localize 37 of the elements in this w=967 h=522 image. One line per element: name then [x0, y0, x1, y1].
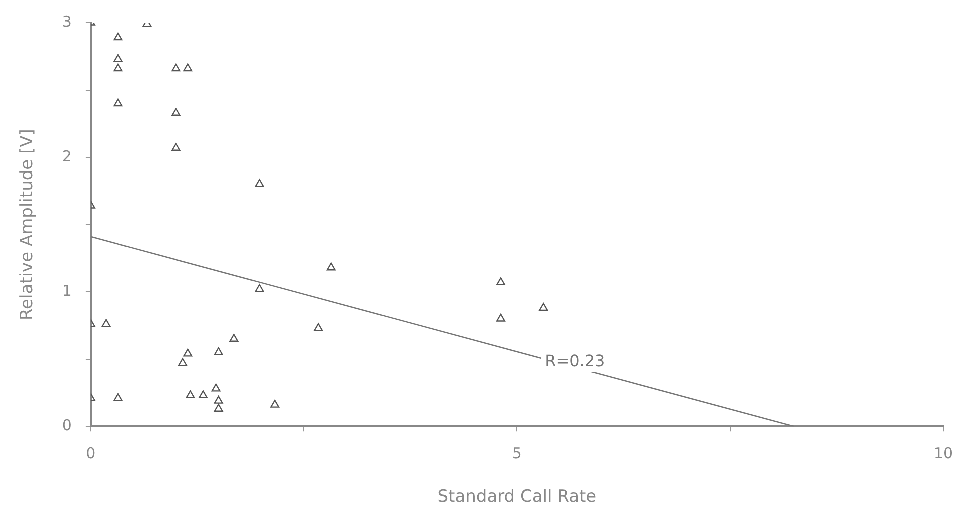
x-tick-label: 0 [86, 444, 96, 462]
x-tick-label: 10 [934, 444, 954, 462]
y-tick-label: 1 [62, 282, 72, 300]
point [178, 358, 188, 366]
point [198, 390, 208, 399]
point [214, 404, 224, 412]
point [326, 262, 336, 271]
point [114, 54, 123, 62]
point [212, 384, 221, 392]
point [172, 108, 181, 116]
point [496, 278, 506, 286]
point [114, 98, 123, 107]
point [172, 64, 181, 72]
point [314, 323, 324, 332]
y-tick-label: 0 [62, 416, 72, 434]
y-axis-title: Relative Amplitude [V] [18, 129, 38, 320]
point [114, 64, 123, 72]
point [539, 303, 548, 312]
x-axis-title: Standard Call Rate [438, 487, 597, 508]
point [255, 179, 264, 188]
point [184, 64, 193, 72]
annotation: R=0.23 [545, 351, 606, 370]
point [102, 319, 111, 328]
point [114, 32, 123, 41]
point [270, 400, 280, 408]
point [214, 348, 224, 356]
point [186, 390, 196, 399]
point [172, 143, 181, 151]
point [496, 314, 506, 322]
y-tick-label: 3 [62, 12, 72, 31]
point [255, 284, 264, 292]
point [114, 393, 123, 402]
x-tick-label: 5 [512, 444, 522, 462]
point [214, 396, 224, 404]
y-tick-label: 2 [62, 147, 72, 166]
point [184, 348, 193, 357]
point [230, 334, 239, 342]
